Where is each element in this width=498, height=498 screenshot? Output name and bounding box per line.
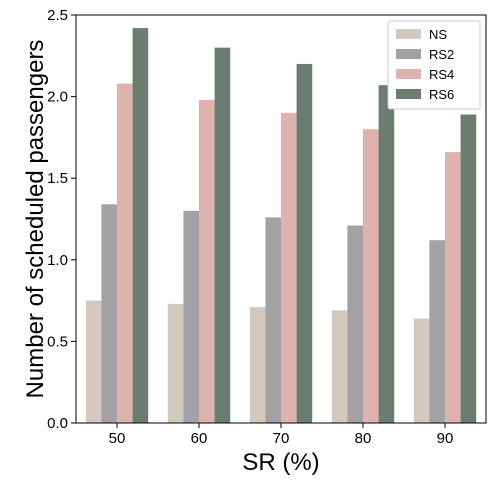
y-tick-label: 0.0	[47, 415, 68, 432]
bar-rs6-80	[378, 85, 395, 424]
bar-rs6-90	[460, 114, 477, 424]
x-tick-label: 80	[355, 430, 372, 447]
x-tick-label: 60	[191, 430, 208, 447]
legend-swatch-ns	[396, 29, 421, 39]
bar-rs4-90	[445, 152, 461, 423]
bar-rs2-50	[101, 204, 117, 423]
x-tick-label: 70	[273, 430, 290, 447]
x-axis-ticks: 50 60 70 80 90	[109, 423, 454, 447]
bar-rs4-50	[117, 83, 133, 423]
legend-label-rs6: RS6	[429, 87, 454, 102]
legend: NS RS2 RS4 RS6	[387, 20, 481, 110]
bar-ns-50	[85, 300, 102, 423]
bar-rs4-60	[199, 99, 215, 424]
legend-swatch-rs4	[396, 69, 421, 79]
y-tick-label: 0.5	[47, 333, 68, 350]
y-axis-ticks: 0.0 0.5 1.0 1.5 2.0 2.5	[47, 7, 76, 432]
y-tick-label: 2.5	[47, 7, 68, 24]
bar-rs6-70	[296, 63, 313, 424]
bar-rs2-70	[265, 217, 281, 423]
x-axis-title: SR (%)	[242, 449, 319, 476]
bar-rs2-90	[429, 240, 445, 423]
bar-rs2-80	[347, 225, 363, 423]
y-tick-label: 1.0	[47, 252, 68, 269]
bar-rs4-70	[281, 112, 297, 424]
bar-rs2-60	[183, 210, 199, 423]
bar-ns-80	[331, 310, 348, 423]
x-tick-label: 50	[109, 430, 126, 447]
bar-ns-70	[249, 307, 266, 423]
bar-rs4-80	[363, 129, 379, 424]
y-axis-title: Number of scheduled passengers	[22, 40, 49, 399]
legend-label-rs2: RS2	[429, 47, 454, 62]
legend-label-rs4: RS4	[429, 67, 454, 82]
legend-swatch-rs6	[396, 89, 421, 99]
bar-ns-60	[167, 303, 184, 423]
bar-rs6-50	[132, 28, 149, 424]
legend-swatch-rs2	[396, 49, 421, 59]
bar-ns-90	[413, 318, 430, 423]
legend-label-ns: NS	[429, 27, 447, 42]
bars-group	[85, 28, 477, 424]
y-tick-label: 2.0	[47, 89, 68, 106]
legend-frame	[387, 20, 481, 110]
x-tick-label: 90	[437, 430, 454, 447]
bar-rs6-60	[214, 47, 231, 423]
y-tick-label: 1.5	[47, 170, 68, 187]
